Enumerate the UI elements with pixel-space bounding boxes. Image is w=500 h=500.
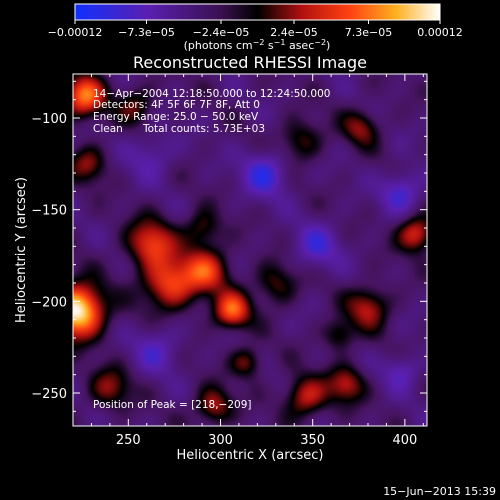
y-tick-label: −100 (31, 112, 67, 127)
colorbar-tick-label: −0.00012 (48, 26, 103, 39)
colorbar-tick-label: 2.4e−05 (270, 26, 317, 39)
colorbar-tick-label: −2.4e−05 (193, 26, 250, 39)
time-range-annotation: 14−Apr−2004 12:18:50.000 to 12:24:50.000 (93, 88, 330, 100)
colorbar-ticks: −0.00012 −7.3e−05 −2.4e−05 2.4e−05 7.3e−05 0.… (48, 20, 463, 39)
x-axis-label: Heliocentric X (arcsec) (177, 448, 324, 463)
clean-annotation: Clean (93, 123, 123, 135)
image-annotations: 14−Apr−2004 12:18:50.000 to 12:24:50.000… (93, 88, 330, 411)
x-tick-label: 300 (208, 433, 233, 448)
y-tick-label: −150 (31, 204, 67, 219)
x-tick-label: 250 (116, 433, 141, 448)
plot-frame (72, 73, 428, 427)
colorbar-gradient (74, 3, 441, 21)
colorbar-tick-label: −7.3e−05 (118, 26, 175, 39)
counts-annotation: Total counts: 5.73E+03 (142, 123, 265, 135)
y-axis-label: Heliocentric Y (arcsec) (14, 177, 29, 323)
footer-timestamp: 15−Jun−2013 15:39 (383, 485, 496, 498)
x-tick-label: 350 (300, 433, 325, 448)
colorbar-tick-label: 7.3e−05 (345, 26, 392, 39)
heatmap-image (73, 74, 427, 426)
colorbar-unit-label: (photons cm−2 s−1 asec−2) (184, 38, 331, 52)
x-axis-ticks: 250 300 350 400 (90, 74, 424, 448)
y-axis-ticks: −100 −150 −200 −250 (31, 80, 427, 412)
y-tick-label: −250 (31, 387, 67, 402)
x-tick-label: 400 (392, 433, 417, 448)
colorbar-tick-label: 0.00012 (417, 26, 463, 39)
chart-title: Reconstructed RHESSI Image (133, 53, 367, 72)
colorbar: −0.00012 −7.3e−05 −2.4e−05 2.4e−05 7.3e−05 0.… (48, 3, 463, 52)
peak-annotation: Position of Peak = [218,−209] (93, 399, 252, 411)
energy-annotation: Energy Range: 25.0 − 50.0 keV (93, 111, 259, 123)
detectors-annotation: Detectors: 4F 5F 6F 7F 8F, Att 0 (93, 99, 260, 111)
y-tick-label: −200 (31, 295, 67, 310)
